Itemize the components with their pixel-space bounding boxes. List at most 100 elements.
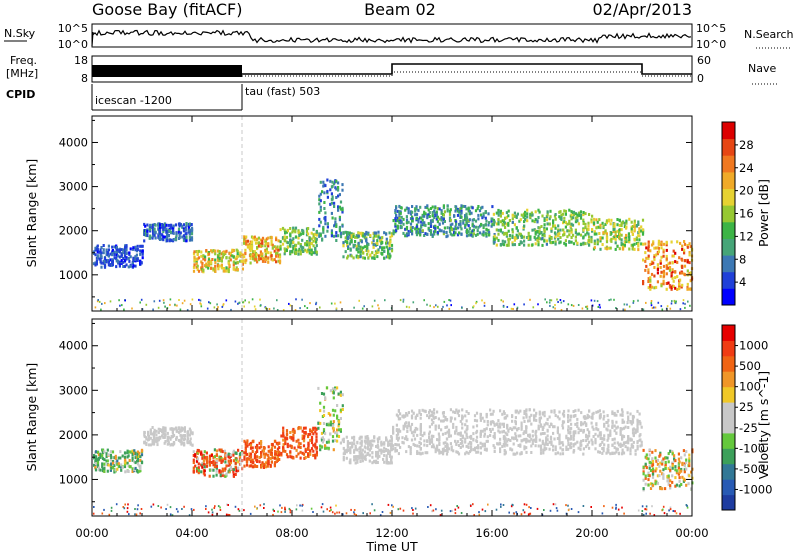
power-cell [214, 267, 217, 271]
vel-cell [94, 468, 98, 472]
vel-cell [360, 435, 363, 439]
vel-cell [504, 442, 507, 446]
power-cell [324, 234, 327, 238]
power-cell [128, 253, 131, 256]
vel-cell [319, 444, 322, 448]
power-cell [501, 242, 504, 246]
power-noise-cell [176, 304, 178, 307]
power-cell [134, 245, 137, 249]
power-cell [275, 247, 278, 250]
power-cell [342, 244, 345, 248]
power-cell [249, 261, 252, 265]
vel-cell [310, 436, 314, 439]
vel-cell [412, 411, 415, 415]
vel-cell [164, 440, 167, 443]
power-cell [472, 218, 475, 222]
vel-cell [533, 438, 536, 442]
power-cell [421, 214, 424, 218]
vel-cell [260, 463, 263, 467]
vel-cell [312, 426, 315, 430]
power-cell [395, 206, 398, 210]
power-cell [315, 230, 318, 234]
vel-cell [409, 450, 412, 454]
power-cell [665, 254, 668, 258]
vel-cell [428, 410, 431, 414]
power-cell [610, 231, 613, 235]
vel-cell [615, 431, 618, 435]
power-cell [259, 257, 262, 261]
vel-cell [336, 439, 339, 443]
vel-cell [96, 464, 100, 468]
vel-cell [509, 447, 512, 451]
vel-cell [110, 455, 113, 459]
power-cell [182, 229, 186, 233]
power-cell [134, 258, 137, 262]
vel-cell [336, 434, 339, 438]
power-cell [225, 256, 228, 260]
power-cell [123, 254, 127, 258]
vel-cell [329, 420, 332, 424]
power-cell [124, 244, 127, 248]
vel-cell [264, 461, 268, 465]
power-cell [536, 229, 539, 233]
vel-cell [354, 444, 357, 448]
vel-cell [413, 430, 417, 434]
vel-cell [364, 454, 367, 458]
power-cell [115, 256, 118, 260]
vel-cell [232, 474, 235, 478]
vel-cell [274, 450, 277, 453]
power-cell [197, 256, 201, 260]
vel-cell [645, 466, 648, 470]
power-cell [628, 238, 631, 242]
power-cell [604, 222, 607, 226]
power-noise-cell [556, 298, 558, 301]
power-cell [505, 243, 508, 247]
power-noise-cell [163, 301, 165, 304]
power-cell [115, 259, 118, 263]
vel-cell [438, 443, 441, 446]
power-cell [377, 250, 380, 254]
vel-cell [567, 447, 570, 451]
vel-cell [539, 432, 543, 436]
vel-cell [402, 414, 405, 418]
vel-cell [531, 442, 534, 446]
vel-cell [475, 435, 479, 439]
vel-cell [256, 450, 259, 453]
vel-cell [446, 430, 449, 434]
vel-cell [399, 417, 402, 421]
vel-cell [292, 427, 295, 431]
vel-cell [450, 445, 453, 449]
power-cell [163, 225, 167, 229]
power-cell [388, 252, 391, 256]
power-cell [307, 232, 310, 236]
vel-cell [528, 439, 531, 443]
vel-cell [475, 450, 478, 454]
vel-cell [367, 445, 370, 449]
power-cell [524, 218, 527, 222]
vel-cell [188, 427, 191, 431]
vel-cell [440, 428, 443, 432]
vel-cell [149, 428, 152, 432]
vel-cell [444, 444, 447, 448]
vel-cell [299, 426, 302, 430]
power-cell [381, 252, 384, 256]
power-cell [190, 236, 194, 240]
vel-cell [201, 463, 204, 467]
power-cell [665, 243, 668, 247]
power-cell [127, 256, 130, 260]
power-cell [270, 242, 273, 246]
vel-cell [105, 452, 108, 456]
power-cell [637, 242, 640, 246]
vel-cell [594, 437, 597, 441]
vel-cell [106, 469, 109, 473]
power-cell [614, 237, 617, 241]
vel-cell [262, 449, 265, 452]
vel-cell [514, 432, 517, 436]
power-cell [490, 219, 493, 223]
power-cell [618, 232, 621, 236]
nsky-label: N.Sky [4, 27, 36, 40]
vel-cell [572, 410, 575, 413]
power-cell [426, 213, 429, 217]
vel-cell [572, 414, 576, 418]
power-cell [578, 211, 581, 215]
